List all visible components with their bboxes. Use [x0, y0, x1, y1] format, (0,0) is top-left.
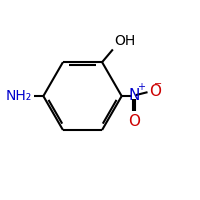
Text: OH: OH	[114, 34, 135, 48]
Text: O: O	[128, 114, 140, 129]
Text: NH₂: NH₂	[5, 89, 32, 103]
Text: −: −	[154, 79, 162, 89]
Text: N: N	[128, 88, 140, 103]
Text: +: +	[137, 82, 145, 92]
Text: O: O	[149, 84, 161, 99]
